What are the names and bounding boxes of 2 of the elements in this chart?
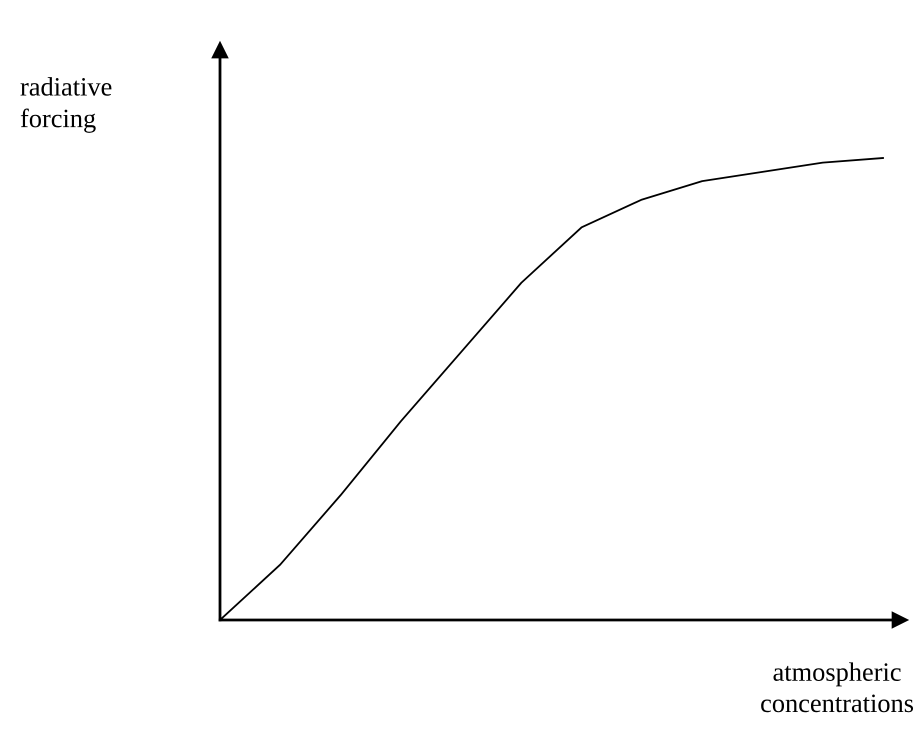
x-axis-title: atmospheric concentrations [761,662,914,712]
y-axis-title: radiative forcing [20,77,112,133]
